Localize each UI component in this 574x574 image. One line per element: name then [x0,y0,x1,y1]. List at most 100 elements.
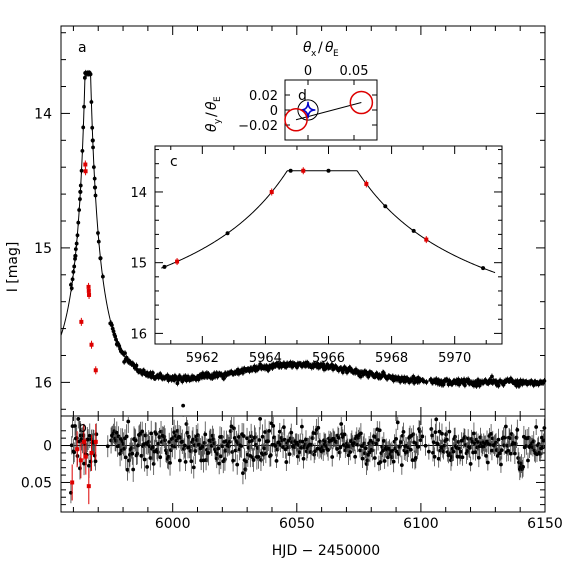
b-data-point [230,450,235,454]
a-y-tick-label: 14 [34,106,52,122]
b-data-point [93,459,98,464]
b-data-point [177,458,182,463]
b-red-point [86,484,91,489]
b-data-point [154,432,159,436]
b-data-point [263,430,267,434]
a-data-point [496,383,501,388]
c-data-point [411,228,416,233]
a-red-point [89,342,94,347]
b-data-point [490,448,494,453]
b-data-point [114,430,119,435]
b-data-point [394,436,399,441]
b-data-point [287,452,292,457]
b-data-point [118,451,122,456]
b-data-point [508,436,512,441]
a-data-point [77,208,82,212]
a-data-point [93,193,98,198]
b-data-point [399,463,404,468]
b-data-point [429,427,434,431]
b-red-point [78,458,83,463]
x-tick-label: 6150 [527,516,563,532]
b-data-point [133,438,138,443]
b-data-point [417,429,422,434]
b-data-point [139,453,144,458]
b-y-tick-label: 0.05 [21,475,52,491]
panel-c-label: c [170,154,178,170]
a-data-point [542,379,547,383]
b-data-point [129,446,134,450]
b-data-point [447,429,452,434]
b-data-point [233,448,238,453]
b-data-point [277,429,282,434]
b-data-point [202,441,207,445]
b-data-point [300,424,304,429]
b-data-point [183,459,188,464]
b-data-point [434,417,439,422]
b-red-point [70,480,75,485]
c-red-point [424,237,429,242]
b-data-point [126,419,131,424]
b-data-point [257,438,262,442]
b-data-point [235,462,240,467]
b-red-point [81,439,86,444]
a-peak-point [73,253,78,259]
b-data-point [513,441,518,446]
b-data-point [423,443,428,448]
b-data-point [236,434,241,439]
a-data-point [91,165,96,170]
a-data-point [90,125,95,130]
a-data-point [150,370,155,375]
panel-d-label: d [298,88,307,104]
d-xlabel-sub-x: x [311,49,317,59]
b-data-point [227,439,232,444]
c-data-point [288,168,293,173]
b-data-point [282,437,287,442]
b-data-point [135,451,140,456]
b-data-point [162,434,167,439]
b-data-point [476,440,480,444]
b-data-point [220,444,225,449]
a-data-point [76,220,81,225]
d-x-tick-label: 0 [304,64,312,79]
a-data-point [73,247,78,252]
b-data-point [401,429,406,434]
b-data-point [363,446,368,451]
d-y-tick-label: −0.02 [238,119,278,134]
b-data-point [239,444,244,448]
b-data-point [400,433,405,438]
c-data-point [326,168,331,173]
d-xlabel-sub-E: E [333,49,339,59]
panel-b-plot: 00.05 [21,403,547,512]
d-ylabel-slash: / [204,112,220,117]
b-data-point [148,456,153,460]
b-data-point [232,426,236,431]
b-data-point [521,464,525,469]
a-data-point [91,145,95,150]
panel-c-frame [154,145,503,345]
b-data-point [251,458,256,462]
b-data-point [191,465,196,470]
b-data-point [467,445,472,450]
b-data-point [155,450,160,454]
b-data-point [432,454,437,459]
x-axis-label: HJD − 2450000 [272,543,380,559]
b-data-point [381,448,385,453]
b-data-point [352,441,357,445]
b-data-point [342,432,347,437]
a-data-point [82,75,87,80]
a-data-point [109,323,114,328]
a-data-point [89,100,94,104]
a-data-point [71,269,76,274]
c-x-tick-label: 5962 [186,351,219,366]
a-data-point [74,241,79,246]
b-data-point [131,467,136,472]
c-data-point [383,204,388,209]
b-data-point [146,439,151,444]
a-data-point [490,374,494,379]
b-data-point [143,433,148,438]
b-data-point [284,460,289,464]
b-data-point [313,449,317,454]
b-data-point [273,444,278,448]
b-data-point [77,439,82,444]
b-data-point [172,430,177,435]
